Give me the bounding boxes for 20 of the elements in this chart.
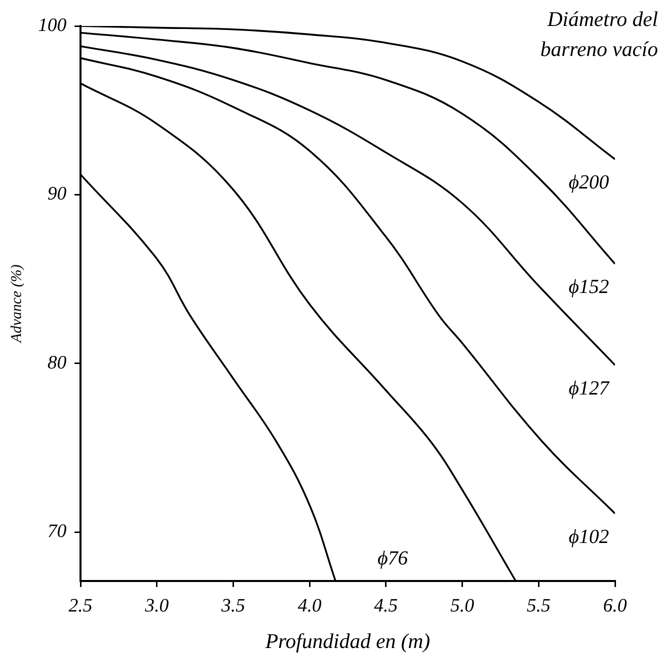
y-tick-label: 90 (48, 184, 67, 205)
x-tick-label: 3.0 (144, 595, 170, 616)
y-axis-title: Advance (%) (8, 264, 25, 344)
annotation: Diámetro del barreno vacío (540, 7, 658, 62)
x-tick-label: 3.5 (220, 595, 246, 616)
x-tick-label: 2.5 (68, 595, 92, 616)
series-label: ϕ152 (568, 276, 609, 298)
x-tick-label: 5.5 (526, 595, 551, 616)
x-axis-title: Profundidad en (m) (264, 628, 430, 653)
y-tick-label: 80 (48, 352, 67, 374)
series-label: ϕ102 (568, 526, 609, 548)
x-tick-label: 5.0 (450, 595, 475, 616)
series-label: ϕ200 (568, 172, 609, 194)
x-tick-label: 6.0 (603, 595, 628, 616)
y-tick-label: 100 (38, 15, 67, 36)
x-tick-label: 4.5 (374, 595, 398, 616)
series-label: ϕ127 (568, 377, 610, 400)
text: ϕ76 (378, 547, 408, 570)
x-tick-label: 4.0 (298, 595, 322, 616)
y-tick-label: 70 (48, 521, 67, 542)
